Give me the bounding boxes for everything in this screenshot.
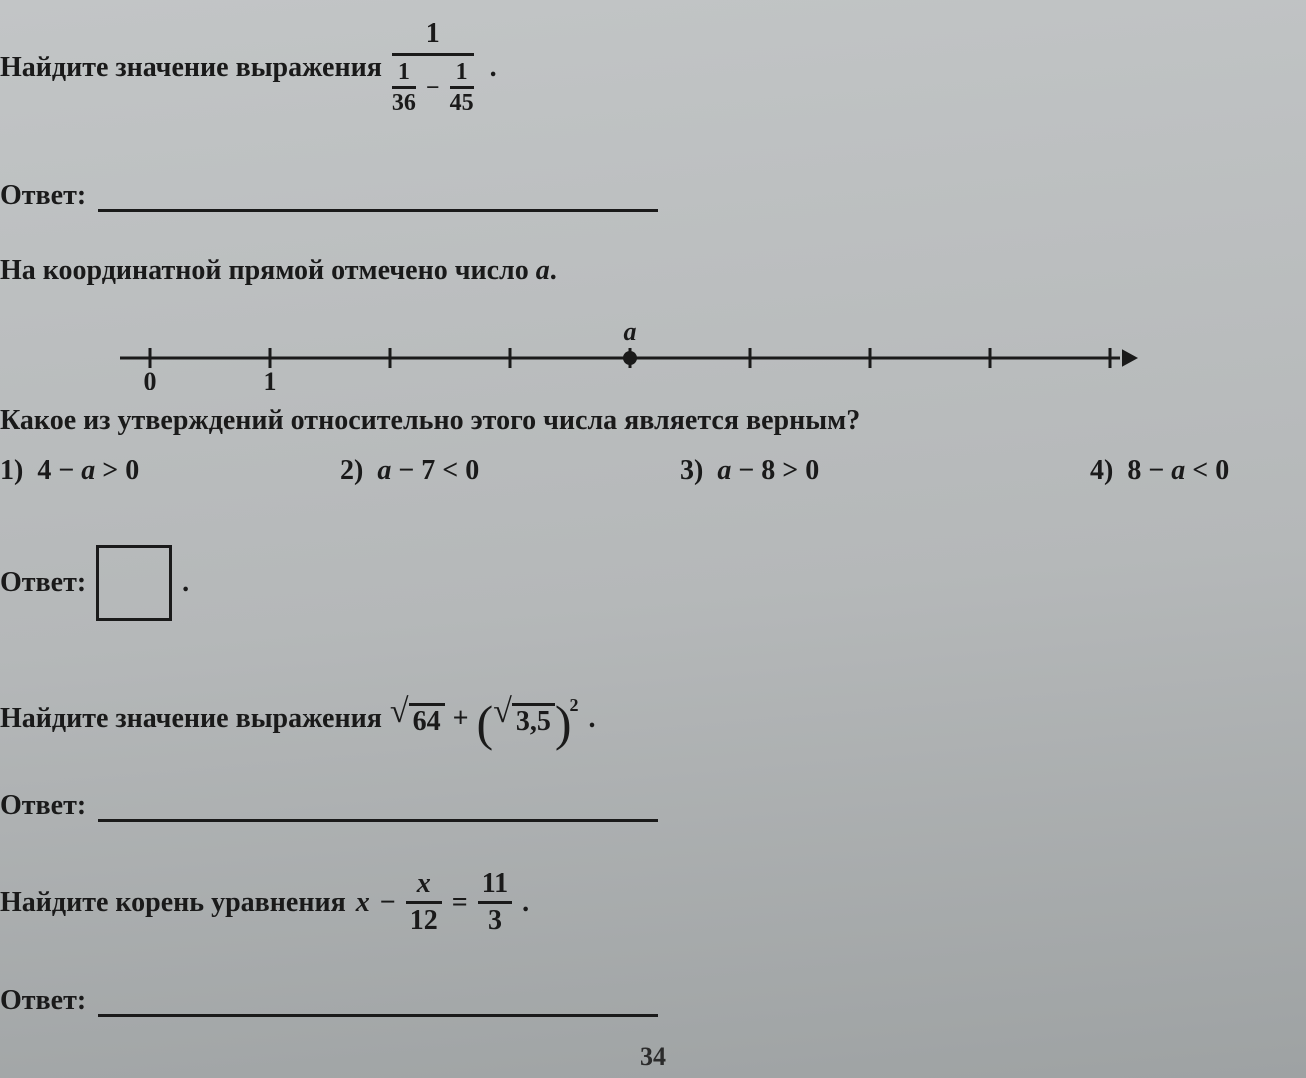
q2-text1-dot: .: [550, 255, 557, 286]
q3-answer-row: Ответ:: [0, 790, 658, 822]
q3-radicand2: 3,5: [512, 703, 555, 738]
answer-blank[interactable]: [98, 207, 658, 212]
answer-blank[interactable]: [98, 1012, 658, 1017]
q4-x: x: [356, 887, 370, 919]
q4-frac1: x 12: [406, 870, 442, 935]
frac-bar: [406, 901, 442, 904]
answer-label: Ответ:: [0, 180, 86, 212]
q1-period: .: [484, 52, 497, 84]
option-expr-right: < 0: [1185, 455, 1229, 486]
answer-box[interactable]: [96, 545, 172, 621]
q2-answer-row: Ответ: .: [0, 545, 189, 621]
q3-sqrt64: √ 64: [390, 700, 445, 738]
q1-denom-right-top: 1: [456, 60, 468, 84]
q1-prompt-row: Найдите значение выражения 1 1 36 − 1 45…: [0, 20, 497, 115]
exponent-2: 2: [570, 695, 579, 716]
variable-a: a: [377, 455, 391, 486]
q4-frac2-bot: 3: [484, 907, 506, 935]
q1-expression: 1 1 36 − 1 45: [392, 20, 474, 115]
q4-frac2: 11 3: [478, 870, 512, 935]
q3-paren-group: ( √ 3,5 ) 2: [477, 700, 581, 738]
option-expr-left: 4 −: [37, 455, 81, 486]
q1-denom-left-top: 1: [398, 60, 410, 84]
option-expr-right: − 8 > 0: [731, 455, 819, 486]
q3-prompt-row: Найдите значение выражения √ 64 + ( √ 3,…: [0, 700, 596, 738]
q4-frac1-top: x: [413, 870, 435, 898]
q3-radicand1: 64: [409, 703, 445, 738]
open-paren: (: [477, 708, 494, 738]
option-expr-right: − 7 < 0: [391, 455, 479, 486]
minus-sign: −: [422, 76, 444, 100]
plus-sign: +: [453, 703, 469, 735]
equals-sign: =: [452, 887, 468, 919]
option-number: 3): [680, 455, 703, 486]
q4-frac1-bot: 12: [406, 907, 442, 935]
q4-period: .: [522, 887, 529, 919]
q1-numerator: 1: [418, 20, 448, 51]
frac-bar: [450, 86, 474, 89]
svg-text:a: a: [624, 317, 637, 346]
q1-denom-left-bot: 36: [392, 91, 416, 115]
q1-denominator: 1 36 − 1 45: [392, 58, 474, 115]
q4-prompt-row: Найдите корень уравнения x − x 12 = 11 3…: [0, 870, 529, 935]
variable-a: a: [1171, 455, 1185, 486]
q2-option: 4) 8 − a < 0: [1090, 455, 1229, 487]
q1-answer-row: Ответ:: [0, 180, 658, 212]
q1-denom-frac-left: 1 36: [392, 60, 416, 115]
q2-text1-part: На координатной прямой отмечено число: [0, 255, 536, 286]
variable-a: a: [81, 455, 95, 486]
q3-prompt: Найдите значение выражения: [0, 703, 382, 735]
frac-bar: [392, 86, 416, 89]
q3-sqrt3-5: √ 3,5: [493, 700, 555, 738]
q1-denom-right-bot: 45: [450, 91, 474, 115]
radical-icon: √: [493, 698, 512, 725]
q4-frac2-top: 11: [478, 870, 512, 898]
option-number: 2): [340, 455, 363, 486]
answer-blank[interactable]: [98, 817, 658, 822]
q2-option: 3) a − 8 > 0: [680, 455, 819, 487]
variable-a: a: [717, 455, 731, 486]
q1-denom-frac-right: 1 45: [450, 60, 474, 115]
page-number: 34: [640, 1042, 666, 1072]
svg-text:1: 1: [264, 367, 277, 390]
q2-option: 2) a − 7 < 0: [340, 455, 479, 487]
option-number: 4): [1090, 455, 1113, 486]
answer-label: Ответ:: [0, 567, 86, 599]
option-number: 1): [0, 455, 23, 486]
q2-line1: На координатной прямой отмечено число a.: [0, 255, 557, 287]
q2-option: 1) 4 − a > 0: [0, 455, 139, 487]
q1-prompt: Найдите значение выражения: [0, 52, 382, 84]
option-expr-left: 8 −: [1127, 455, 1171, 486]
number-line: 0 1 a: [120, 300, 1160, 390]
q2-box-dot: .: [182, 567, 189, 599]
frac-bar: [478, 901, 512, 904]
answer-label: Ответ:: [0, 790, 86, 822]
q1-mainbar: [392, 53, 474, 56]
radical-icon: √: [390, 698, 409, 725]
variable-a: a: [536, 255, 550, 286]
q3-period: .: [589, 703, 596, 735]
minus-sign: −: [380, 887, 396, 919]
option-expr-right: > 0: [95, 455, 139, 486]
answer-label: Ответ:: [0, 985, 86, 1017]
q4-answer-row: Ответ:: [0, 985, 658, 1017]
svg-text:0: 0: [144, 367, 157, 390]
q4-prompt: Найдите корень уравнения: [0, 887, 346, 919]
worksheet-page: Найдите значение выражения 1 1 36 − 1 45…: [0, 0, 1306, 1078]
q2-line2: Какое из утверждений относительно этого …: [0, 405, 860, 437]
